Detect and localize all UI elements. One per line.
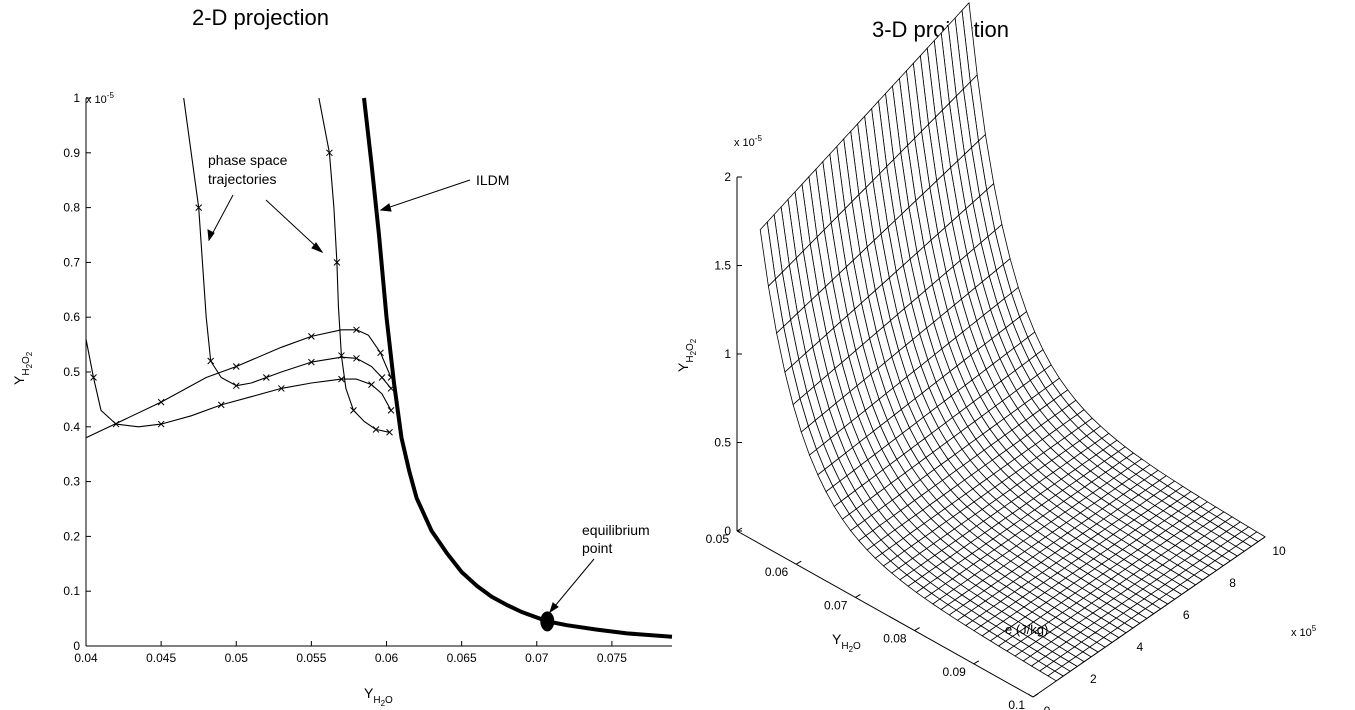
z-tick-label-3d: 0 [724, 524, 731, 538]
y-tick-label-3d: 10 [1272, 544, 1286, 558]
z-scale-label-3d: x 10-5 [734, 134, 762, 149]
trajectory-marker [333, 259, 341, 266]
y-tick-label-2d: 0.5 [63, 365, 80, 379]
x-tick-label-2d: 0.06 [375, 651, 399, 665]
trajectory-marker [207, 357, 215, 365]
x-tick-label-2d: 0.04 [74, 651, 98, 665]
y-tick-label-3d: 0 [1044, 704, 1051, 710]
y-tick-label-3d: 8 [1229, 576, 1236, 590]
y-tick-label-2d: 0.3 [63, 475, 80, 489]
trajectory-marker [377, 349, 384, 357]
trajectory-marker [387, 385, 395, 392]
trajectory-marker [326, 149, 333, 157]
annotation-trajectories: trajectories [208, 171, 276, 187]
x-tick-3d [973, 660, 980, 665]
equilibrium-point [540, 611, 555, 632]
trajectory-marker [378, 374, 386, 381]
annotation-phase-space: phase space [208, 152, 288, 168]
y-tick-label-2d: 1 [73, 91, 80, 105]
y-axis-label-2d: YH2O2 [11, 351, 34, 385]
trajectory-marker [308, 358, 315, 366]
annotation-ildm: ILDM [476, 172, 509, 188]
z-tick-label-3d: 1 [724, 347, 731, 361]
x-tick-label-2d: 0.05 [225, 651, 249, 665]
x-tick-3d [795, 560, 802, 565]
trajectory-marker [387, 407, 395, 414]
x-tick-label-3d: 0.05 [706, 532, 730, 546]
y-scale-label-2d: x 10-5 [86, 91, 114, 106]
x-tick-3d [855, 593, 861, 598]
x-axis-label-2d: YH2O [364, 685, 393, 708]
annotation-point: point [582, 540, 612, 556]
trajectory-marker [232, 363, 240, 370]
x-tick-label-3d: 0.08 [883, 632, 907, 646]
z-tick-label-3d: 2 [724, 170, 731, 184]
trajectory-marker [386, 428, 393, 436]
trajectory-marker [338, 352, 345, 359]
trajectory-line [85, 338, 392, 428]
ildm-line [362, 97, 673, 639]
y-tick-label-2d: 0.9 [63, 146, 80, 160]
trajectory-marker [387, 374, 395, 381]
y-axis-label-3d: e (J/kg) [1005, 622, 1048, 637]
y-tick-label-2d: 0.1 [63, 584, 80, 598]
y-tick-label-2d: 0.2 [63, 529, 80, 543]
trajectory-marker [353, 354, 360, 362]
x-tick-3d [914, 627, 920, 632]
x-tick-label-3d: 0.06 [765, 565, 789, 579]
x-tick-label-2d: 0.07 [525, 651, 549, 665]
trajectory-marker [262, 374, 270, 381]
annotation-equilibrium: equilibrium [582, 522, 650, 538]
trajectory-marker [195, 204, 203, 211]
x-tick-label-2d: 0.075 [597, 651, 627, 665]
x-tick-3d [1032, 693, 1039, 698]
y-scale-label-3d: x 105 [1291, 624, 1317, 639]
y-tick-3d [1027, 693, 1034, 698]
y-tick-label-2d: 0.4 [63, 420, 80, 434]
y-tick-label-3d: 4 [1136, 640, 1143, 654]
y-tick-label-2d: 0.6 [63, 310, 80, 324]
annotation-arrows [207, 179, 595, 614]
y-tick-label-2d: 0.8 [63, 201, 80, 215]
trajectory-marker [338, 375, 345, 383]
z-axis-label-3d: YH2O2 [675, 338, 698, 372]
trajectory-marker [90, 374, 97, 381]
trajectory-marker [217, 401, 225, 409]
surface-cell [1047, 670, 1064, 682]
trajectory-marker [372, 426, 380, 433]
x-tick-3d [736, 527, 743, 532]
x-axis-3d [736, 530, 1034, 698]
chart-title-2d: 2-D projection [192, 5, 329, 30]
x-tick-label-3d: 0.09 [942, 665, 966, 679]
z-tick-label-3d: 1.5 [714, 259, 731, 273]
trajectory-marker [232, 382, 240, 390]
trajectory-marker [157, 420, 165, 428]
x-tick-label-3d: 0.1 [1008, 698, 1025, 710]
y-tick-label-3d: 2 [1090, 672, 1097, 686]
trajectory-marker [353, 326, 360, 334]
x-tick-label-2d: 0.045 [146, 651, 176, 665]
trajectory-marker [277, 385, 285, 392]
x-tick-label-3d: 0.07 [824, 598, 848, 612]
x-tick-label-2d: 0.055 [296, 651, 326, 665]
y-tick-label-2d: 0 [73, 639, 80, 653]
y-tick-label-3d: 6 [1183, 608, 1190, 622]
trajectory-marker [308, 333, 315, 340]
x-axis-label-3d: YH2O [832, 631, 861, 654]
z-tick-label-3d: 0.5 [714, 436, 731, 450]
trajectory-marker [368, 381, 375, 388]
x-tick-label-2d: 0.065 [447, 651, 477, 665]
trajectory-marker [350, 407, 357, 414]
trajectory-marker [157, 398, 165, 406]
y-tick-label-2d: 0.7 [63, 255, 80, 269]
